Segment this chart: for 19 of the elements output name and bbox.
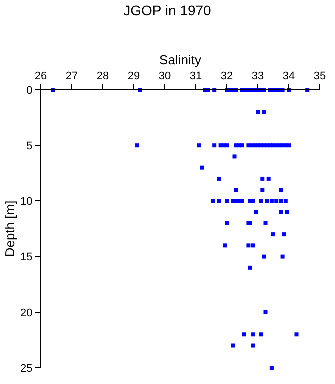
x-tick-label: 27 [66,70,78,83]
y-tick-label: 0 [26,84,33,97]
x-axis-title: Salinity [160,52,202,68]
x-tick-label: 34 [282,70,296,83]
y-axis-title: Depth [m] [2,200,18,258]
y-tick-label: 15 [20,252,33,264]
x-tick-label: 33 [252,70,264,83]
y-tick-label: 20 [20,307,33,320]
y-tick-label: 10 [20,196,33,208]
x-tick-label: 35 [314,70,326,83]
chart-title: JGOP in 1970 [124,2,212,19]
x-tick-label: 31 [190,70,202,83]
x-tick-label: 29 [128,70,140,83]
y-tick-label: 25 [20,362,33,375]
x-tick-label: 26 [34,70,48,83]
x-tick-label: 30 [158,70,172,83]
x-tick-label: 28 [96,70,110,83]
x-tick-label: 32 [220,70,234,83]
y-tick-label: 5 [26,140,33,152]
